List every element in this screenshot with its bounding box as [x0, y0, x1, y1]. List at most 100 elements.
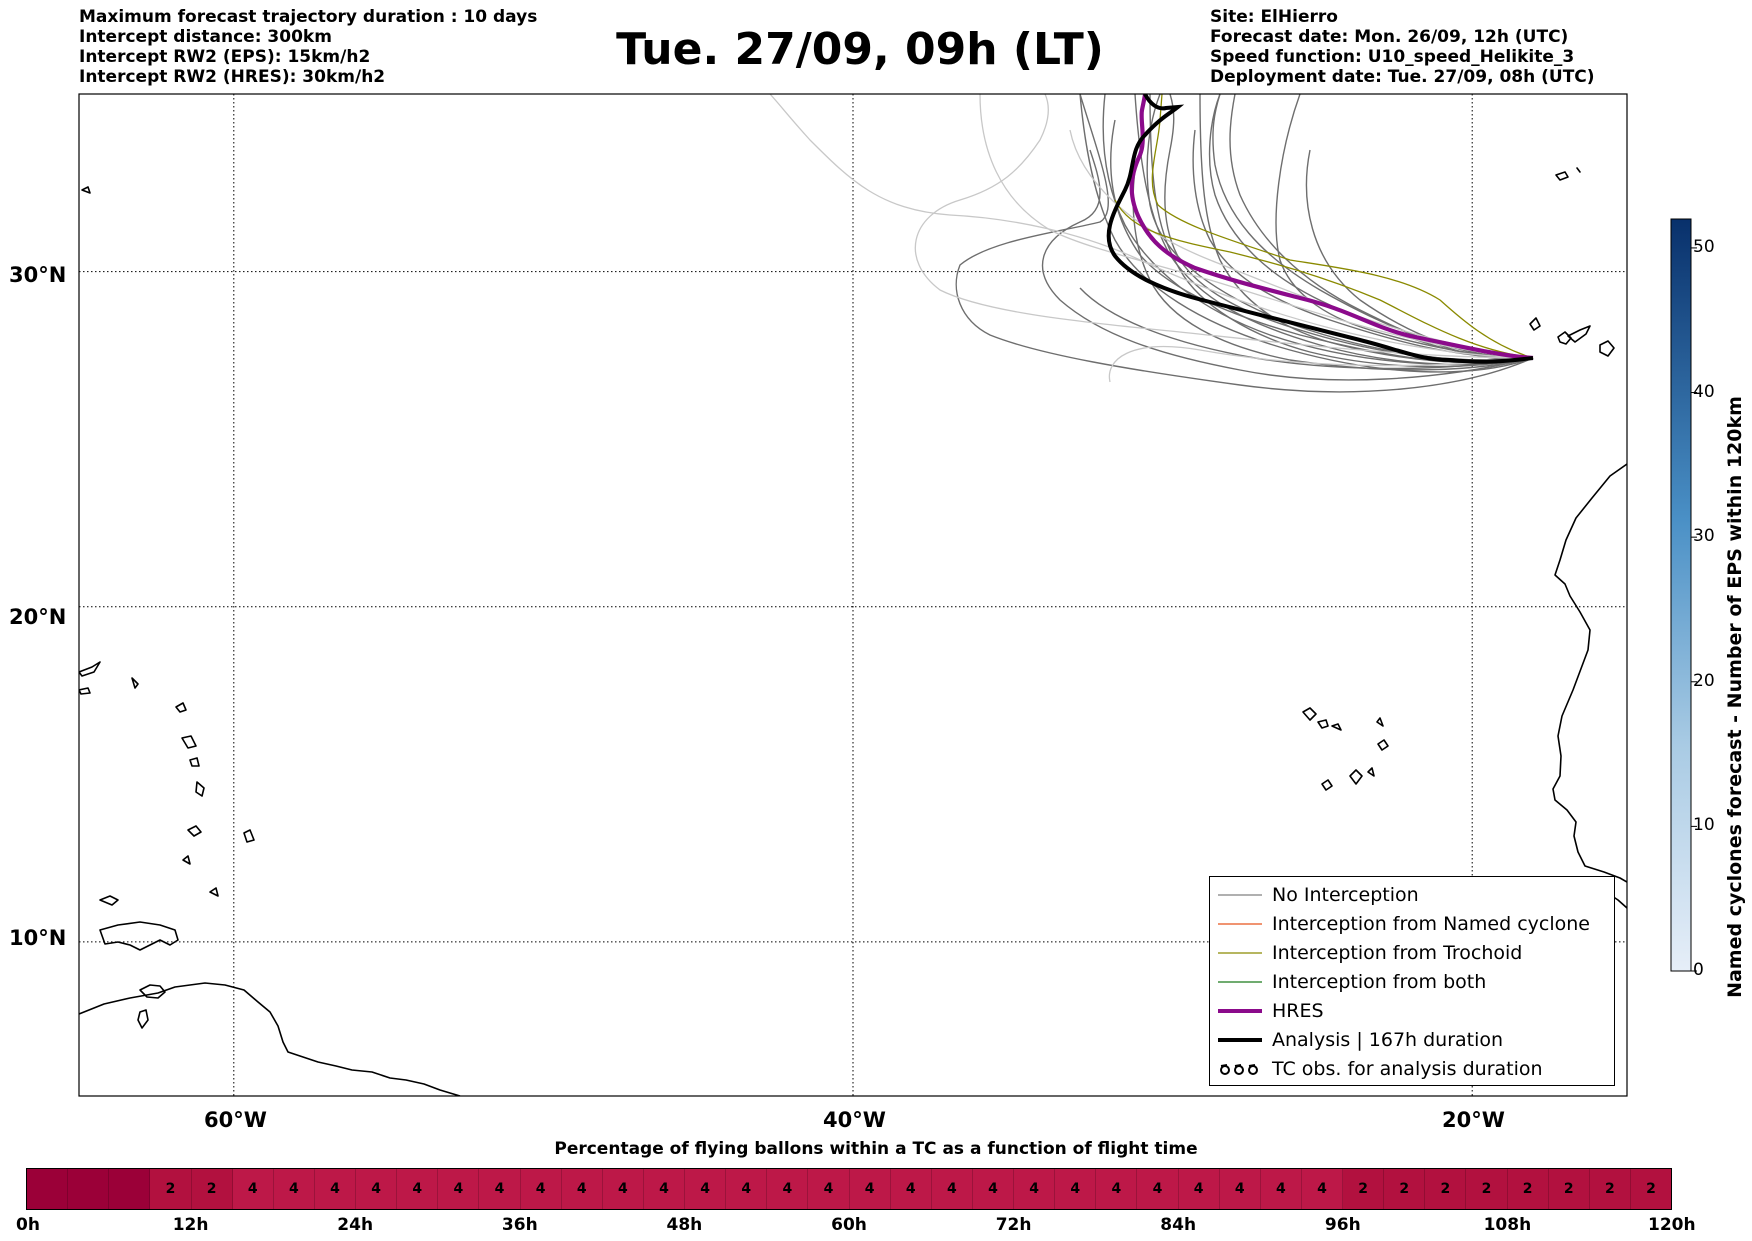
- percentage-bar-cell: 2: [150, 1169, 192, 1209]
- percentage-bar-cell: 4: [397, 1169, 439, 1209]
- south-america-coast: [79, 982, 461, 1096]
- colorbar-tick-label: 40: [1693, 381, 1715, 402]
- legend-item-tc-obs: TC obs. for analysis duration: [1210, 1055, 1614, 1084]
- trajectories: [769, 94, 1534, 393]
- percentage-bar-cell: 4: [1219, 1169, 1261, 1209]
- percentage-bar-cell: 4: [1096, 1169, 1138, 1209]
- canary-island-coast: [1599, 340, 1615, 357]
- eps-trajectory: [1212, 94, 1534, 359]
- canary-island-coast: [1557, 331, 1572, 345]
- tc-symbol-icon: [1220, 1064, 1258, 1075]
- eps-trajectory: [955, 94, 1534, 393]
- percentage-bar-cell: 2: [1589, 1169, 1631, 1209]
- eps-trajectory: [1110, 119, 1534, 364]
- island-coast: [79, 661, 101, 677]
- island-coast: [181, 735, 197, 749]
- eps-trajectory: [1305, 149, 1534, 359]
- colorbar-label: Named cyclones forecast - Number of EPS …: [1724, 396, 1746, 998]
- colorbar-ticks: [1691, 247, 1697, 972]
- percentage-bar-time-label: 60h: [831, 1215, 867, 1235]
- intercept-rw2-eps-text: Intercept RW2 (EPS): 15km/h2: [79, 47, 371, 67]
- map-frame: [78, 93, 1628, 1097]
- percentage-bar-time-label: 0h: [16, 1215, 40, 1235]
- percentage-bar-time-label: 12h: [172, 1215, 209, 1235]
- percentage-bar-cell: 4: [1137, 1169, 1179, 1209]
- intercept-rw2-hres-text: Intercept RW2 (HRES): 30km/h2: [79, 67, 386, 87]
- percentage-bar-cell: 4: [561, 1169, 603, 1209]
- percentage-bar-cell: 4: [356, 1169, 398, 1209]
- trinidad-coast: [139, 984, 166, 999]
- percentage-bar-cell: 4: [726, 1169, 768, 1209]
- percentage-bar-cell: 4: [1301, 1169, 1343, 1209]
- legend-item-named-cyclone: Interception from Named cyclone: [1218, 913, 1590, 935]
- percentage-bar-cell: [109, 1169, 151, 1209]
- island-coast: [79, 687, 91, 695]
- analysis-trajectory: [1106, 94, 1534, 364]
- percentage-bar-cell: 2: [1630, 1169, 1671, 1209]
- percentage-bar-title: Percentage of flying ballons within a TC…: [554, 1139, 1198, 1159]
- forecast-date-text: Forecast date: Mon. 26/09, 12h (UTC): [1210, 27, 1569, 47]
- coastlines: [79, 167, 1627, 1096]
- percentage-bar-cell: 4: [1055, 1169, 1097, 1209]
- percentage-bar-cell: [68, 1169, 110, 1209]
- cape-verde-coast: [1376, 717, 1384, 727]
- island-coast: [131, 677, 139, 689]
- legend-item-trochoid: Interception from Trochoid: [1218, 942, 1523, 964]
- colorbar-tick-label: 0: [1693, 960, 1704, 980]
- lat-label-30: 30°N: [9, 263, 67, 287]
- percentage-bar-cell: 2: [1425, 1169, 1467, 1209]
- percentage-bar-cell: 4: [808, 1169, 850, 1209]
- percentage-bar-time-label: 84h: [1160, 1215, 1197, 1235]
- percentage-bar-time-label: 72h: [995, 1215, 1032, 1235]
- percentage-bar-cell: 4: [1178, 1169, 1220, 1209]
- faded-trajectory: [979, 94, 1534, 359]
- legend-item-analysis: Analysis | 167h duration: [1218, 1029, 1504, 1051]
- eps-trajectory: [1149, 94, 1534, 368]
- eps-trajectory: [1134, 94, 1534, 366]
- island-coast: [81, 186, 91, 194]
- percentage-bar-cell: 4: [931, 1169, 973, 1209]
- lat-label-10: 10°N: [9, 926, 67, 950]
- percentage-bar-cell: 2: [1343, 1169, 1385, 1209]
- legend: No Interception Interception from Named …: [1209, 876, 1615, 1086]
- eps-trajectory: [1041, 149, 1534, 381]
- colorbar-tick-label: 10: [1693, 815, 1715, 836]
- percentage-bar-cell: 4: [972, 1169, 1014, 1209]
- percentage-bar-cell: 4: [314, 1169, 356, 1209]
- colorbar-tick-label: 50: [1693, 236, 1715, 257]
- cape-verde-coast: [1302, 707, 1317, 721]
- max-duration-text: Maximum forecast trajectory duration : 1…: [79, 7, 538, 27]
- percentage-bar-cell: 4: [643, 1169, 685, 1209]
- percentage-bar-time-label: 120h: [1648, 1215, 1696, 1235]
- page-title: Tue. 27/09, 09h (LT): [616, 24, 1104, 75]
- cape-verde-coast: [1349, 769, 1363, 785]
- island-coast: [209, 887, 219, 897]
- speed-function-text: Speed function: U10_speed_Helikite_3: [1210, 47, 1575, 67]
- faded-trajectory: [1108, 346, 1534, 383]
- colorbar-tick-label: 30: [1693, 526, 1715, 547]
- colorbar: [1670, 218, 1692, 972]
- canary-island-coast: [1529, 317, 1541, 331]
- percentage-bar-cell: 4: [273, 1169, 315, 1209]
- faded-trajectory: [769, 94, 1534, 359]
- island-coast: [187, 825, 202, 837]
- cape-verde-coast: [1321, 779, 1333, 791]
- canary-island-coast: [1567, 325, 1591, 343]
- percentage-bar-time-label: 24h: [337, 1215, 374, 1235]
- colorbar-tick-label: 20: [1693, 670, 1715, 691]
- africa-coast: [1552, 463, 1627, 883]
- trochoid-trajectory: [1114, 199, 1534, 359]
- intercept-distance-text: Intercept distance: 300km: [79, 27, 332, 47]
- lat-label-20: 20°N: [9, 605, 67, 629]
- island-coast: [195, 781, 205, 797]
- percentage-bar-cell: 4: [602, 1169, 644, 1209]
- percentage-bar-cell: 2: [191, 1169, 233, 1209]
- percentage-bar-cell: 2: [1466, 1169, 1508, 1209]
- cape-verde-coast: [1367, 767, 1375, 777]
- percentage-bar-cell: 4: [890, 1169, 932, 1209]
- percentage-bar-cell: 4: [685, 1169, 727, 1209]
- legend-item-hres: HRES: [1218, 1000, 1324, 1022]
- eps-trajectory: [1132, 169, 1534, 371]
- deployment-date-text: Deployment date: Tue. 27/09, 08h (UTC): [1210, 67, 1595, 87]
